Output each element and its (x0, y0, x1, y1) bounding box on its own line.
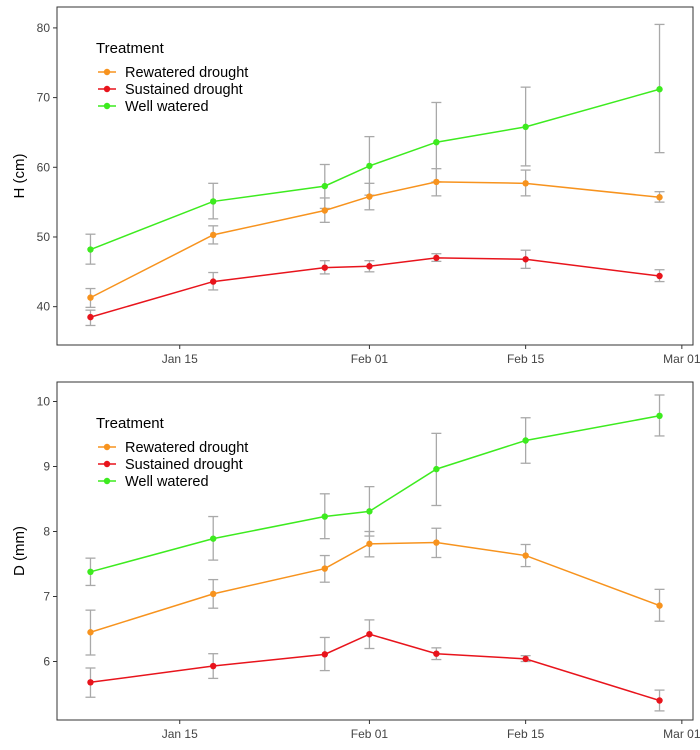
data-point (366, 162, 373, 170)
data-point (366, 193, 373, 200)
data-point (656, 194, 663, 201)
legend-item: Rewatered drought (98, 65, 248, 81)
data-point (522, 123, 529, 131)
data-point (433, 539, 440, 546)
y-tick-label: 60 (37, 160, 51, 174)
data-point (210, 590, 217, 598)
data-point (656, 602, 663, 609)
legend-key-point (103, 460, 111, 468)
legend-label: Rewatered drought (125, 440, 248, 456)
y-axis-title: D (mm) (11, 526, 28, 576)
legend-title: Treatment (96, 415, 165, 432)
legend-label: Well watered (125, 99, 209, 115)
panel-2: 6 7 8 9 10 Jan 15 Feb 01 Feb 15 Mar 01 D (mm) Trea… (11, 381, 700, 741)
data-point (87, 246, 94, 253)
series-line (90, 181, 660, 299)
legend-key-point (103, 85, 111, 93)
series-line (90, 541, 660, 633)
legend-label: Well watered (125, 474, 209, 490)
legend-label: Sustained drought (125, 457, 243, 473)
data-point (87, 568, 94, 575)
data-point (321, 565, 328, 572)
y-tick-label: 10 (37, 395, 51, 409)
series-line (90, 257, 660, 318)
data-point (522, 256, 529, 263)
y-tick-label: 8 (43, 525, 50, 539)
data-point (321, 651, 328, 658)
legend-item: Sustained drought (98, 82, 243, 98)
legend-key-point (103, 477, 111, 485)
data-point (433, 139, 440, 146)
panel-1: 40 50 60 70 80 Jan 15 Feb 01 Feb 15 Mar 01 H (cm)… (11, 6, 700, 366)
data-point (656, 412, 663, 419)
data-point (321, 207, 328, 214)
data-point (656, 697, 663, 704)
y-tick-label: 9 (43, 460, 50, 474)
legend-label: Sustained drought (125, 82, 243, 98)
data-point (433, 650, 440, 657)
data-point (87, 313, 94, 321)
x-tick-label: Mar 01 (663, 727, 700, 741)
y-tick-label: 40 (37, 300, 51, 314)
data-point (87, 679, 94, 686)
series-line (90, 633, 660, 702)
legend-key-point (103, 102, 111, 110)
legend-label: Rewatered drought (125, 65, 248, 81)
x-tick-label: Feb 15 (507, 727, 545, 741)
legend-key-point (103, 443, 111, 451)
data-point (656, 272, 663, 280)
data-point (210, 535, 217, 542)
legend-item: Well watered (98, 99, 209, 115)
data-point (366, 508, 373, 515)
data-point (433, 178, 440, 186)
y-tick-label: 7 (43, 590, 50, 604)
panel-border (56, 381, 694, 721)
data-point (366, 263, 373, 270)
data-point (656, 86, 663, 93)
data-point (321, 513, 328, 520)
data-point (321, 264, 328, 271)
data-point (433, 465, 440, 473)
data-point (522, 437, 529, 444)
data-point (366, 631, 373, 638)
legend-item: Sustained drought (98, 457, 243, 473)
data-point (321, 182, 328, 190)
data-point (210, 278, 217, 285)
y-axis-title: H (cm) (11, 154, 28, 199)
data-point (522, 180, 529, 187)
y-tick-label: 70 (37, 91, 51, 105)
data-point (366, 540, 373, 548)
data-point (87, 294, 94, 301)
legend-key-point (103, 68, 111, 76)
x-tick-label: Feb 01 (351, 727, 389, 741)
legend-item: Rewatered drought (98, 440, 248, 456)
panel-border (56, 6, 694, 346)
data-point (210, 231, 217, 239)
data-point (433, 254, 440, 262)
data-point (522, 655, 529, 663)
data-point (210, 198, 217, 205)
y-tick-label: 50 (37, 230, 51, 244)
x-tick-label: Jan 15 (162, 352, 198, 366)
data-point (87, 629, 94, 636)
data-point (522, 552, 529, 559)
data-point (210, 662, 217, 670)
x-tick-label: Mar 01 (663, 352, 700, 366)
legend-title: Treatment (96, 40, 165, 57)
y-tick-label: 80 (37, 21, 51, 35)
x-tick-label: Feb 01 (351, 352, 389, 366)
y-tick-label: 6 (43, 655, 50, 669)
legend-item: Well watered (98, 474, 209, 490)
x-tick-label: Jan 15 (162, 727, 198, 741)
x-tick-label: Feb 15 (507, 352, 545, 366)
